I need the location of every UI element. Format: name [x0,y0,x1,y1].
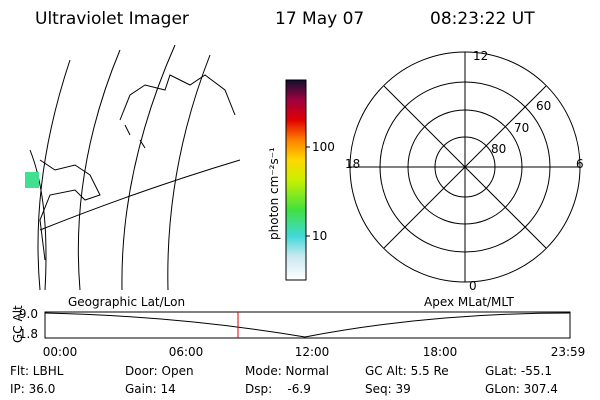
alt-frame [44,311,571,339]
mlt-label: 6 [576,157,584,171]
map [25,44,241,290]
status-field: Mode: Normal [245,364,329,378]
mlat-label: 60 [536,99,551,113]
instrument: Ultraviolet Imager [35,9,189,29]
mlt-label: 0 [469,279,477,293]
time: 08:23:22 UT [430,9,535,29]
alt-xticks: 00:00 06:00 12:00 18:00 23:59 [43,345,586,359]
colorbar [285,79,307,281]
status-field: Gain: 14 [125,382,176,396]
status-field: Dsp: -6.9 [245,382,311,396]
alt-xtick: 06:00 [169,345,204,359]
alt-xtick: 18:00 [423,345,458,359]
alt-xtick: 23:59 [551,345,586,359]
footer: Flt: LBHL Door: Open Mode: Normal GC Alt: 5… [10,364,558,396]
status-field: GLat: -55.1 [485,364,552,378]
mlt-label: 18 [345,157,360,171]
alt-xtick: 00:00 [43,345,78,359]
status-field: GLon: 307.4 [485,382,558,396]
status-field: IP: 36.0 [10,382,55,396]
mlt-label: 12 [473,49,488,63]
status-field: Seq: 39 [365,382,411,396]
status-field: Door: Open [125,364,194,378]
alt-right-title: Apex MLat/MLT [424,295,514,309]
status-field: Flt: LBHL [10,364,64,378]
alt-ytick: 9.0 [19,307,38,321]
status-field: GC Alt: 5.5 Re [365,364,449,378]
alt-xtick: 12:00 [295,345,330,359]
colorbar-unit: photon cm⁻²s⁻¹ [267,147,281,240]
mlat-label: 80 [491,142,506,156]
alt-ytick: 1.8 [19,327,38,341]
polar-grid [349,51,581,283]
aurora-patch [25,172,39,188]
colorbar-tick-label: 10 [312,229,327,243]
date: 17 May 07 [275,9,364,29]
alt-left-title: Geographic Lat/Lon [68,295,185,309]
mlat-label: 70 [514,121,529,135]
colorbar-tick-label: 100 [312,140,335,154]
alt-axis-label: GC Alt [11,305,25,343]
alt-curve [44,312,571,338]
